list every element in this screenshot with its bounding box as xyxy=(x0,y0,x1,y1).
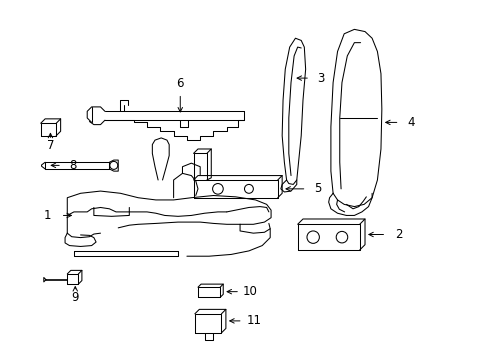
Text: 7: 7 xyxy=(46,139,54,152)
Text: 5: 5 xyxy=(313,183,321,195)
Text: 4: 4 xyxy=(406,116,413,129)
Text: 1: 1 xyxy=(43,209,51,222)
Text: 9: 9 xyxy=(71,291,79,304)
Text: 6: 6 xyxy=(176,77,183,90)
Text: 10: 10 xyxy=(242,285,257,298)
Text: 11: 11 xyxy=(246,314,261,327)
Text: 3: 3 xyxy=(316,72,324,85)
Text: 8: 8 xyxy=(69,159,76,172)
Text: 2: 2 xyxy=(394,228,402,241)
